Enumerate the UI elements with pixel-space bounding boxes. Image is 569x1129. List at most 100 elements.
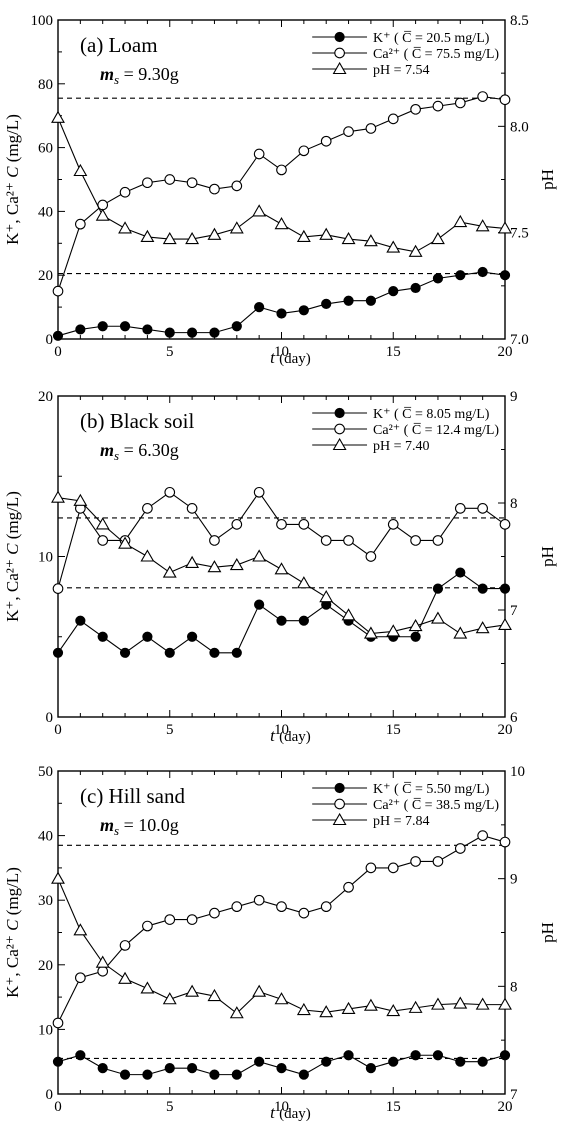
data-point-k (388, 286, 399, 297)
data-point-k (321, 1056, 332, 1067)
data-point-k (164, 647, 175, 658)
chart-panel-a: 0 5 10 15 20 0 20 40 60 80 100 7.0 7.5 8.0 8.5 t (day) K… (3, 13, 557, 367)
data-point-ph (162, 565, 177, 578)
data-point-k (75, 324, 86, 335)
data-point-ph (185, 555, 200, 568)
data-point-k (343, 1050, 354, 1061)
data-point-ph (453, 214, 468, 228)
data-point-k (187, 631, 198, 642)
data-point-ca (164, 914, 176, 925)
data-point-k (231, 647, 242, 658)
y-left-tick-label: 0 (46, 710, 54, 726)
data-point-ph (162, 231, 177, 245)
data-point-ca (186, 914, 198, 925)
data-point-ca (74, 218, 86, 230)
data-point-k (388, 1056, 399, 1067)
data-point-ph (498, 617, 512, 631)
legend-entry: pH = 7.54 (373, 63, 430, 78)
legend-entry: K⁺ ( C̅ = 8.05 mg/L) (373, 406, 490, 422)
data-point-ca (97, 535, 109, 546)
data-point-k (142, 324, 153, 335)
x-tick-label: 5 (166, 1099, 174, 1115)
data-point-ca (142, 920, 153, 932)
y-right-tick-label: 8 (510, 979, 518, 995)
data-point-k (254, 1056, 265, 1067)
data-point-ca (119, 186, 131, 198)
data-point-ca (231, 519, 243, 530)
data-point-k (276, 1063, 287, 1074)
y-right-tick-label: 7 (510, 603, 518, 619)
data-point-k (119, 1069, 131, 1080)
data-point-ca (477, 503, 489, 514)
data-point-ph (51, 871, 65, 884)
data-point-k (455, 270, 466, 281)
data-point-ca (454, 97, 466, 109)
data-point-ph (296, 1002, 311, 1016)
data-point-ca (253, 148, 265, 160)
legend-entry: pH = 7.84 (373, 814, 430, 829)
legend-marker (334, 782, 345, 794)
data-point-k (209, 647, 220, 658)
data-point-ca (365, 551, 377, 562)
data-point-ca (142, 177, 153, 189)
data-point-ca (343, 881, 354, 893)
sample-mass: ms = 10.0g (100, 815, 179, 838)
data-point-k (477, 583, 488, 594)
x-tick-label: 20 (498, 344, 513, 360)
data-point-ph (207, 560, 222, 573)
data-point-ca (298, 907, 310, 919)
data-point-ca (164, 174, 176, 185)
data-point-k (365, 1063, 376, 1074)
data-point-ca (477, 830, 489, 841)
legend-marker (334, 423, 345, 435)
x-tick-label: 5 (166, 722, 174, 738)
data-point-k (142, 631, 153, 642)
data-point-ca (410, 103, 421, 115)
y-right-axis-label: pH (538, 922, 557, 943)
data-point-ph (185, 231, 200, 245)
data-point-k (365, 295, 376, 306)
y-right-axis-label: pH (538, 169, 557, 190)
x-tick-label: 10 (274, 1099, 289, 1115)
data-point-ca (209, 183, 220, 195)
data-point-k (164, 1063, 175, 1074)
data-point-ph (431, 611, 445, 624)
data-point-ca (298, 519, 310, 530)
data-point-ph (73, 923, 88, 936)
data-point-k (499, 270, 511, 281)
data-point-k (119, 647, 131, 658)
data-point-k (298, 1069, 309, 1080)
data-point-k (75, 1050, 86, 1061)
data-point-k (254, 599, 265, 610)
y-left-tick-label: 50 (38, 764, 53, 780)
x-tick-label: 0 (54, 1099, 62, 1115)
y-left-tick-label: 20 (38, 958, 53, 974)
data-point-ca (410, 535, 421, 546)
x-axis-label: t (day) (270, 726, 311, 745)
data-point-k (432, 1050, 444, 1061)
data-point-k (343, 295, 354, 306)
data-point-ph (408, 1000, 423, 1013)
data-point-ph (95, 517, 110, 530)
data-point-ph (118, 971, 132, 984)
data-point-ph (118, 536, 132, 549)
data-point-ca (432, 535, 444, 546)
data-point-ph (252, 549, 267, 562)
data-point-k (410, 282, 421, 294)
data-point-ph (453, 996, 468, 1009)
legend-entry: pH = 7.40 (373, 439, 430, 454)
data-point-k (432, 273, 444, 284)
y-left-tick-label: 30 (38, 893, 53, 909)
x-tick-label: 15 (386, 722, 401, 738)
data-point-ph (386, 240, 401, 253)
data-point-ph (363, 234, 378, 247)
data-point-ph (386, 1003, 401, 1017)
data-point-k (432, 583, 444, 594)
data-point-k (52, 1056, 64, 1067)
data-point-k (477, 266, 488, 278)
data-point-ph (140, 229, 155, 242)
y-left-tick-label: 40 (38, 829, 53, 845)
data-point-k (187, 1063, 198, 1074)
